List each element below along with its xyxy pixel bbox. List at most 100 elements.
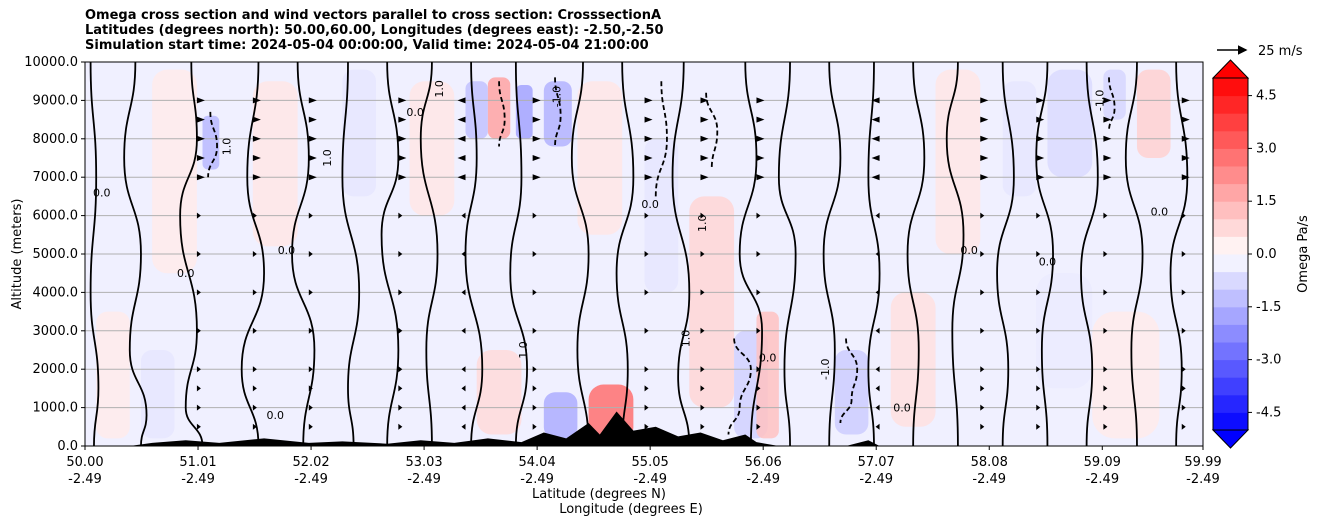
wind-vector [756, 289, 761, 296]
wind-vector [457, 174, 466, 181]
wind-vector [756, 212, 761, 219]
y-tick-label: 8000.0 [33, 132, 79, 147]
wind-vector [308, 174, 317, 181]
x-tick-label-lat: 59.09 [1084, 455, 1121, 470]
wind-vector [77, 117, 85, 123]
wind-vector [756, 174, 765, 181]
contour-lines-layer [89, 62, 1189, 446]
wind-vector [398, 251, 403, 257]
wind-vector [1036, 289, 1041, 296]
wind-vector [398, 385, 403, 392]
colorbar-tick-label: -1.5 [1256, 300, 1281, 315]
wind-vector [308, 135, 317, 142]
wind-vector [308, 212, 313, 219]
wind-vector [196, 97, 205, 104]
contour-line [554, 77, 562, 147]
wind-vector [1181, 212, 1186, 219]
wind-vector [1103, 135, 1112, 142]
colorbar-swatch [1213, 201, 1248, 220]
contour-line [207, 111, 218, 178]
wind-vector [871, 97, 880, 104]
wind-vector [700, 289, 705, 296]
colorbar-swatch [1213, 130, 1248, 149]
wind-vector [532, 135, 541, 142]
y-tick-label: 3000.0 [33, 324, 79, 339]
colorbar-tick-label: -4.5 [1256, 405, 1281, 420]
contour-line [240, 62, 265, 446]
colorbar-swatch [1213, 306, 1248, 325]
wind-vector [1181, 327, 1186, 334]
omega-shade-cell [152, 69, 197, 274]
contour-label: -1.0 [819, 358, 832, 379]
wind-vector [532, 155, 541, 161]
wind-vector [700, 366, 705, 373]
wind-vector [644, 174, 653, 181]
colorbar-tick-label: 3.0 [1256, 141, 1277, 156]
wind-vector [875, 327, 880, 334]
contour-labels-layer: 0.0 0.0 1.0 0.0 1.0 0.0 1.0 1.0 -1.0 0.0 1.0 1.0 0.0… [93, 80, 1168, 422]
contour-line [671, 62, 691, 446]
wind-vector [308, 116, 317, 123]
wind-vector [252, 135, 261, 142]
x-axis-label-2: Longitude (degrees E) [559, 502, 703, 517]
wind-vector [81, 385, 85, 391]
wind-vector [1181, 366, 1186, 373]
wind-vector [1103, 404, 1108, 411]
contour-label: 0.0 [177, 267, 195, 280]
x-tick-label-lat: 53.03 [405, 455, 442, 470]
contour-line [123, 62, 148, 446]
contour-label: 0.0 [93, 186, 111, 199]
colorbar-swatch [1213, 218, 1248, 237]
contour-label: -1.0 [551, 86, 564, 107]
x-tick-label-lat: 56.06 [745, 455, 782, 470]
wind-vector [700, 174, 709, 181]
wind-vector [980, 385, 985, 392]
wind-vector [196, 366, 201, 373]
wind-vector [980, 423, 985, 430]
wind-vector [700, 135, 709, 142]
wind-vector [875, 251, 880, 257]
y-axis-label: Altitude (meters) [10, 199, 25, 310]
omega-shade-cell [1092, 311, 1160, 439]
wind-vector [1036, 212, 1041, 219]
x-tick-label-lon: -2.49 [633, 472, 667, 487]
wind-vector [1181, 385, 1186, 392]
wind-vector [871, 116, 880, 123]
wind-vector [756, 385, 761, 392]
omega-shade-cell [140, 350, 175, 439]
wind-vector [196, 155, 205, 161]
wind-vector [1103, 385, 1108, 392]
y-tick-label: 9000.0 [33, 93, 79, 108]
wind-vector [196, 423, 201, 430]
wind-vector [875, 212, 880, 219]
colorbar-swatch [1213, 342, 1248, 361]
wind-vector [700, 116, 709, 123]
wind-vector [871, 174, 880, 181]
contour-line [509, 62, 528, 446]
wind-vector [644, 251, 649, 257]
wind-vector [980, 404, 985, 411]
omega-shade-cell [577, 81, 623, 235]
wind-vector [644, 385, 649, 392]
y-tick-label: 1000.0 [33, 401, 79, 416]
wind-vector [457, 116, 466, 123]
x-tick-label-lat: 55.05 [632, 455, 669, 470]
wind-vector [700, 404, 705, 411]
colorbar-tick-label: 4.5 [1256, 89, 1277, 104]
x-tick-label-lon: -2.49 [1085, 472, 1119, 487]
wind-vector [196, 251, 201, 257]
contour-label: 1.0 [321, 149, 334, 167]
y-tick-label: 6000.0 [33, 209, 79, 224]
wind-vector [532, 366, 537, 373]
omega-shade-cell [409, 81, 455, 216]
colorbar-tick-label: -3.0 [1256, 353, 1281, 368]
wind-vector [532, 174, 541, 181]
wind-vector [461, 251, 466, 257]
wind-vector [875, 289, 880, 296]
omega-shade-cell [1136, 69, 1171, 158]
wind-vector [252, 366, 257, 373]
wind-vector [532, 385, 537, 392]
contour-line [777, 62, 797, 446]
omega-shade-cell [465, 81, 488, 139]
